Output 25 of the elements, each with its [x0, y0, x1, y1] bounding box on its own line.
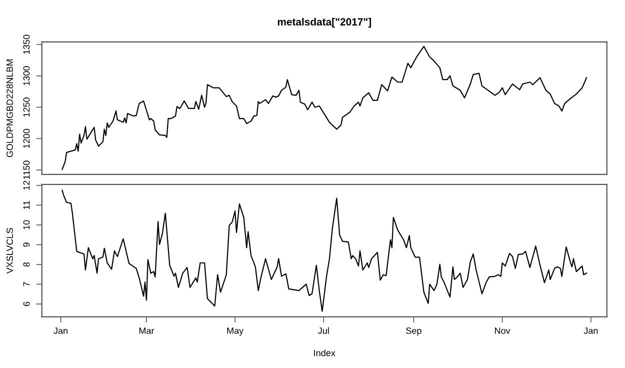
y-tick-label: 1300 [23, 66, 30, 86]
x-tick-label: Jul [318, 327, 329, 334]
y-tick-label: 1350 [23, 34, 30, 54]
y-tick-label: 9 [23, 242, 30, 247]
y-tick-label: 7 [23, 282, 30, 286]
y-tick-label: 11 [23, 200, 30, 210]
y-tick-label: 8 [23, 262, 30, 267]
y-tick-label: 6 [23, 302, 30, 306]
x-tick-label: Sep [406, 328, 422, 336]
x-tick-label: Jan [54, 328, 68, 334]
y-tick-label: 1150 [23, 160, 30, 180]
line-series [62, 190, 588, 312]
y-tick-label: 1200 [23, 128, 30, 148]
x-axis-title: Index [314, 350, 336, 356]
y-axis-title: VXSLVCLS [6, 228, 13, 274]
x-tick-label: Nov [495, 328, 510, 334]
y-tick-label: 12 [23, 180, 30, 190]
y-tick-label: 10 [23, 220, 30, 230]
x-tick-label: Mar [139, 328, 154, 334]
y-tick-label: 1250 [23, 98, 30, 117]
chart-title: metalsdata["2017"] [278, 18, 371, 28]
line-series [62, 46, 588, 170]
y-axis-title: GOLDPMGBD228NLBM [6, 60, 13, 158]
x-tick-label: Jan [584, 328, 598, 334]
x-tick-label: May [227, 328, 244, 336]
